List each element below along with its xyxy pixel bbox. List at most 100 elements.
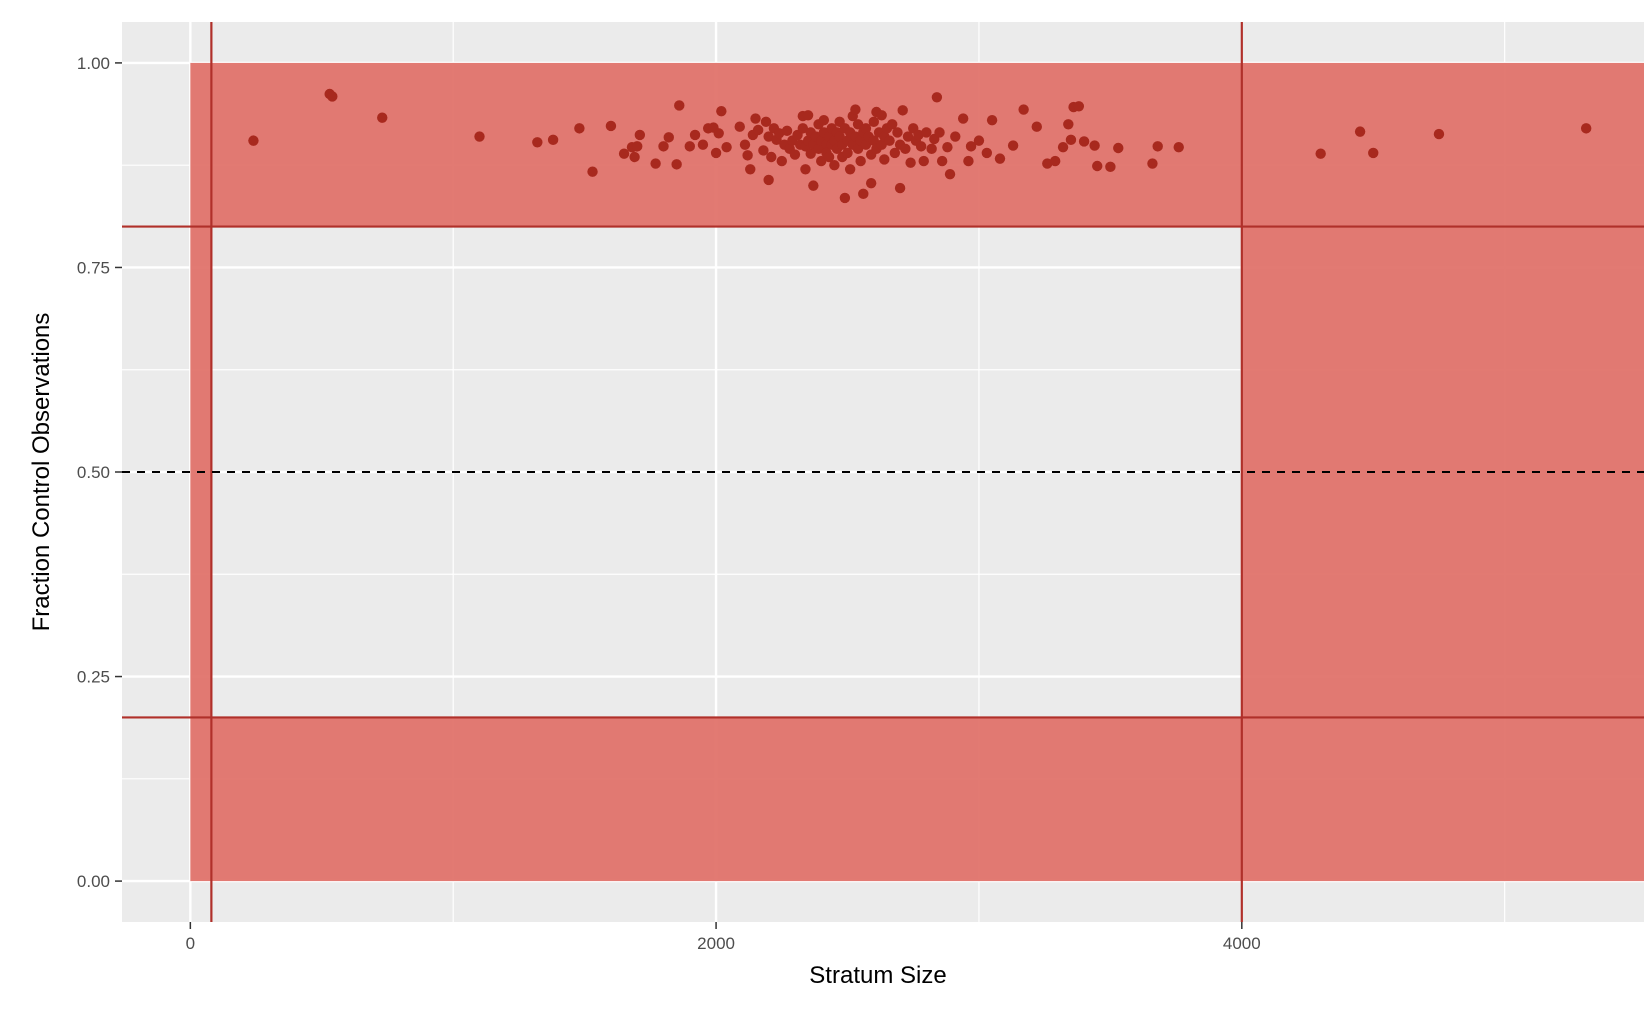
data-point <box>897 105 908 116</box>
data-point <box>818 114 830 126</box>
data-point <box>900 143 911 155</box>
data-point <box>663 132 674 143</box>
data-point <box>1057 141 1069 153</box>
data-point <box>1063 119 1074 130</box>
data-point <box>839 192 851 204</box>
data-point <box>936 155 948 167</box>
data-point <box>889 147 901 159</box>
data-point <box>931 92 943 103</box>
data-point <box>629 151 640 163</box>
shaded-region <box>190 717 1644 882</box>
x-tick-label: 2000 <box>697 934 735 953</box>
y-tick-label: 0.00 <box>77 872 110 891</box>
data-point <box>850 104 861 115</box>
data-point <box>574 123 585 134</box>
data-point <box>650 158 661 169</box>
data-point <box>797 123 809 134</box>
data-point <box>474 131 485 142</box>
data-point <box>855 155 866 167</box>
data-point <box>716 105 727 117</box>
data-point <box>1031 121 1042 132</box>
data-point <box>1089 140 1100 151</box>
data-point <box>902 131 914 142</box>
data-point <box>671 159 682 170</box>
data-point <box>789 149 801 160</box>
data-point <box>829 159 840 171</box>
data-point <box>758 145 769 156</box>
data-point <box>918 155 929 167</box>
reference-lines <box>122 22 1644 922</box>
data-point <box>1152 141 1163 152</box>
data-point <box>377 112 388 123</box>
data-point <box>734 121 745 132</box>
data-point <box>684 141 695 152</box>
data-point <box>1018 104 1029 115</box>
data-point <box>957 113 969 124</box>
data-point <box>1315 148 1326 159</box>
data-point <box>808 180 819 191</box>
data-point <box>750 113 761 124</box>
data-point <box>926 143 937 155</box>
data-point <box>994 153 1006 164</box>
data-point <box>852 119 864 130</box>
data-point <box>752 124 764 136</box>
data-point <box>915 141 927 152</box>
data-point <box>892 127 903 138</box>
data-point <box>894 182 906 194</box>
data-point <box>950 131 961 142</box>
data-point <box>710 147 722 159</box>
data-point <box>713 128 724 139</box>
data-point <box>963 155 974 167</box>
data-point <box>1078 136 1090 147</box>
data-point <box>1065 134 1077 146</box>
y-tick-label: 0.25 <box>77 668 110 687</box>
data-point <box>1073 101 1085 112</box>
data-point <box>1113 142 1124 154</box>
axes: 0.00 0.25 0.50 0.75 1.00 0 2000 4000 <box>77 54 1261 953</box>
data-point <box>934 127 945 138</box>
data-point <box>1049 155 1061 167</box>
data-point <box>884 135 895 146</box>
data-point <box>587 166 598 177</box>
data-point <box>1368 147 1379 159</box>
data-point <box>618 148 630 159</box>
data-point <box>942 141 953 153</box>
y-tick-label: 1.00 <box>77 54 110 73</box>
x-tick-label: 0 <box>186 934 195 953</box>
data-point <box>876 139 887 150</box>
data-point <box>760 116 772 128</box>
data-point <box>763 174 774 186</box>
data-point <box>1433 128 1445 140</box>
data-point <box>1580 123 1592 134</box>
data-points <box>248 88 1592 204</box>
data-point <box>776 155 787 167</box>
data-point <box>816 155 827 167</box>
data-point <box>721 141 732 153</box>
data-point <box>887 119 898 130</box>
data-point <box>973 135 985 146</box>
data-point <box>1105 161 1116 173</box>
data-point <box>986 114 998 126</box>
data-point <box>805 148 816 159</box>
data-point <box>742 150 753 161</box>
data-point <box>632 141 643 152</box>
data-point <box>876 110 887 121</box>
data-point <box>868 135 879 146</box>
x-axis-title: Stratum Size <box>809 962 946 989</box>
data-point <box>1007 140 1019 151</box>
data-point <box>844 164 856 175</box>
data-point <box>852 143 864 155</box>
data-point <box>697 139 709 150</box>
data-point <box>532 137 543 148</box>
data-point <box>879 154 890 165</box>
data-point <box>842 147 853 159</box>
data-point <box>674 100 685 111</box>
data-point <box>547 134 559 146</box>
data-point <box>860 123 872 134</box>
data-point <box>800 164 811 175</box>
data-point <box>965 141 977 152</box>
data-point <box>658 141 669 152</box>
data-point <box>327 91 338 102</box>
data-point <box>739 139 751 150</box>
